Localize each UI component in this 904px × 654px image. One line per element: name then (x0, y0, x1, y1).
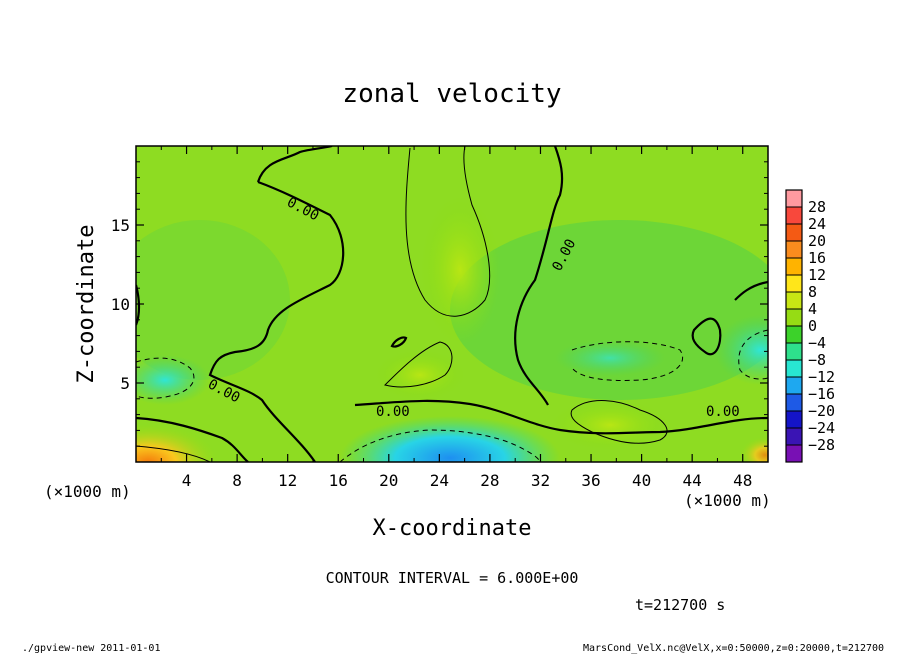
footer-program: ./gpview-new 2011-01-01 (22, 643, 160, 654)
x-tick-label: 44 (683, 471, 702, 490)
x-unit-right: (×1000 m) (684, 491, 771, 510)
x-tick-label: 40 (632, 471, 651, 490)
field-region-bottom-min (340, 416, 560, 462)
contour-zero-south (354, 399, 768, 435)
colorbar-label: 12 (808, 266, 826, 284)
heatmap-field: 0.00 0.00 0.00 0.00 0.00 (136, 146, 768, 462)
x-tick-label: 20 (379, 471, 398, 490)
x-unit-left: (×1000 m) (44, 482, 131, 501)
colorbar-swatch (786, 377, 802, 395)
colorbar-swatch (786, 241, 802, 259)
colorbar-label: 16 (808, 249, 826, 267)
colorbar-label: −12 (808, 368, 835, 386)
colorbar-swatch (786, 360, 802, 378)
colorbar-label: 24 (808, 215, 826, 233)
chart-title: zonal velocity (342, 79, 561, 109)
x-tick-label: 36 (581, 471, 600, 490)
contour-positive-se (570, 400, 668, 444)
colorbar-label: −20 (808, 402, 835, 420)
contour-positive-center-low (384, 341, 453, 388)
colorbar-label: −16 (808, 385, 835, 403)
x-tick-label: 32 (531, 471, 550, 490)
x-tick-label: 4 (182, 471, 192, 490)
contour-zero-west (208, 180, 345, 462)
contour-zero-edge (734, 280, 768, 301)
field-region-west-min (136, 355, 210, 405)
x-tick-label: 8 (232, 471, 242, 490)
colorbar-label: −8 (808, 351, 826, 369)
y-tick-label: 10 (111, 295, 130, 314)
colorbar-label: −24 (808, 419, 835, 437)
colorbar-swatch (786, 343, 802, 361)
colorbar-swatch (786, 190, 802, 208)
x-tick-label: 12 (278, 471, 297, 490)
field-region-corner-max (740, 437, 768, 462)
contour-negative-ne (571, 341, 683, 381)
contour-negative-west (136, 357, 195, 399)
colorbar-swatch (786, 275, 802, 293)
contour-zero-west-edge (136, 284, 141, 326)
colorbar-label: −4 (808, 334, 826, 352)
colorbar-swatch (786, 411, 802, 429)
contour-zero-islet (390, 336, 408, 348)
colorbar-label: −28 (808, 436, 835, 454)
y-tick-label: 5 (120, 374, 130, 393)
colorbar-swatch (786, 309, 802, 327)
field-region-bottom-max (136, 424, 218, 462)
colorbar-swatch (786, 445, 802, 463)
colorbar-swatch (786, 428, 802, 446)
colorbar-label: 4 (808, 300, 817, 318)
x-axis-label: X-coordinate (373, 516, 532, 541)
x-tick-label: 24 (430, 471, 449, 490)
contour-zero-sw (136, 416, 249, 462)
contour-zero-east (514, 146, 564, 406)
contour-negative-bottom (339, 429, 541, 462)
field-region-east-min (715, 315, 768, 385)
y-axis-label: Z-coordinate (74, 225, 99, 384)
contour-interval-note: CONTOUR INTERVAL = 6.000E+00 (326, 569, 579, 587)
colorbar-label: 28 (808, 198, 826, 216)
contour-negative-east (738, 329, 768, 380)
colorbar-swatch (786, 207, 802, 225)
field-region-se (550, 400, 670, 450)
x-tick-label: 16 (329, 471, 348, 490)
field-region-center-low (375, 350, 465, 400)
field-region-west (136, 220, 290, 380)
colorbar-swatch (786, 258, 802, 276)
colorbar-label: 8 (808, 283, 817, 301)
contour-label: 0.00 (706, 404, 740, 420)
y-axis-ticks: 5 10 15 (111, 161, 768, 447)
colorbar-label: 20 (808, 232, 826, 250)
x-axis-ticks: 4 8 12 16 20 24 28 32 36 40 44 48 (160, 146, 752, 490)
contour-zero-nw (256, 146, 333, 183)
footer-source: MarsCond_VelX.nc@VelX,x=0:50000,z=0:2000… (583, 643, 884, 654)
y-tick-label: 15 (111, 216, 130, 235)
x-tick-label: 48 (733, 471, 752, 490)
x-tick-label: 28 (480, 471, 499, 490)
contour-positive-center (405, 146, 491, 317)
colorbar-swatch (786, 326, 802, 344)
contour-zero-loop (691, 317, 722, 356)
field-region-center-max (420, 195, 500, 345)
colorbar-label: 0 (808, 317, 817, 335)
field-region-ne-min (555, 340, 665, 376)
contour-label: 0.00 (376, 404, 410, 420)
colorbar-swatch (786, 394, 802, 412)
contour-positive-sw (136, 445, 211, 462)
colorbar-swatch (786, 224, 802, 242)
colorbar-swatch (786, 292, 802, 310)
field-region-east (450, 220, 768, 400)
time-label: t=212700 s (635, 596, 725, 614)
